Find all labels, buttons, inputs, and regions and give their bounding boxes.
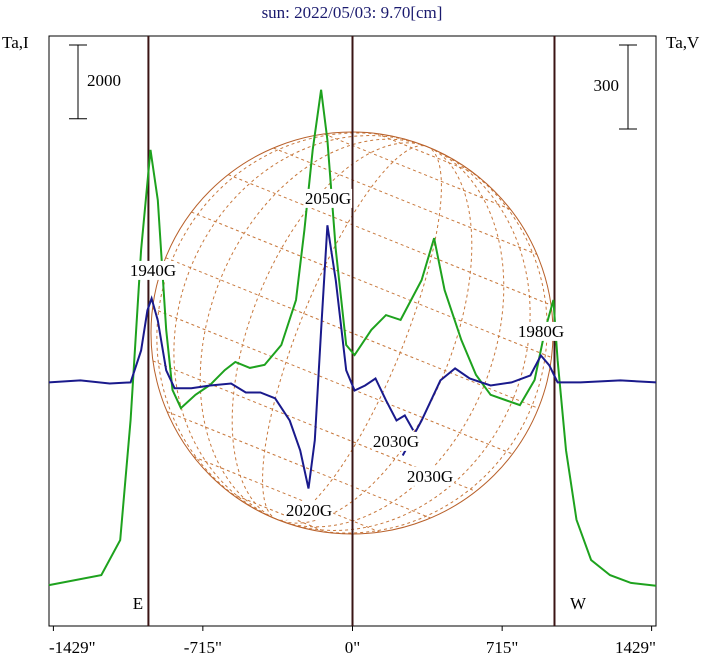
annotation: 1940G xyxy=(130,261,176,280)
x-tick-label: -715" xyxy=(184,638,222,657)
annotation: 2020G xyxy=(286,501,332,520)
parallel xyxy=(230,493,328,533)
annotation: 1980G xyxy=(518,322,564,341)
parallel xyxy=(152,308,513,455)
x-tick-label: 0" xyxy=(345,638,360,657)
parallel xyxy=(228,174,552,306)
annotation-bg xyxy=(371,431,421,451)
y-axis-label: Ta,I xyxy=(2,33,29,52)
annotation-bg xyxy=(568,593,588,613)
scale-bar-label: 300 xyxy=(594,76,620,95)
parallel xyxy=(376,133,474,173)
x-tick-label: 715" xyxy=(486,638,518,657)
series-line xyxy=(48,225,657,489)
annotation: 2030G xyxy=(373,432,419,451)
annotation-bg xyxy=(405,466,455,486)
series-line xyxy=(48,89,657,587)
annotation-bg xyxy=(284,500,334,520)
annotation-bg xyxy=(516,321,566,341)
annotation-bg xyxy=(128,260,178,280)
annotation: 2050G xyxy=(305,189,351,208)
x-tick-label: 1429" xyxy=(615,638,656,657)
y2-axis-label: Ta,V xyxy=(666,33,700,52)
x-tick-label: -1429" xyxy=(49,638,96,657)
parallel xyxy=(166,411,431,519)
parallel xyxy=(191,211,552,358)
parallel xyxy=(273,147,538,255)
annotation: 2030G xyxy=(407,467,453,486)
annotation: W xyxy=(570,594,587,613)
annotation-bg xyxy=(303,188,353,208)
annotation-bg xyxy=(131,593,145,613)
scale-bar-label: 2000 xyxy=(87,71,121,90)
chart-title: sun: 2022/05/03: 9.70[cm] xyxy=(262,3,443,22)
annotation: E xyxy=(133,594,143,613)
